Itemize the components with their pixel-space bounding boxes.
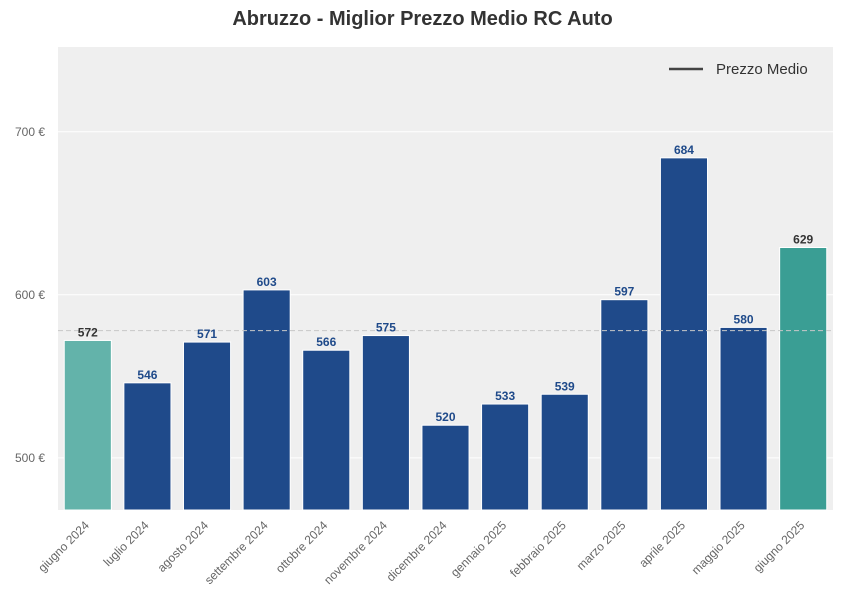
x-tick-label: maggio 2025 — [689, 518, 748, 577]
bar-giugno-2024 — [63, 339, 112, 511]
bar-value-label: 597 — [614, 285, 634, 299]
x-tick-label: novembre 2024 — [321, 518, 390, 587]
bar-value-label: 684 — [674, 143, 694, 157]
bar-value-label: 533 — [495, 389, 515, 403]
chart-title: Abruzzo - Miglior Prezzo Medio RC Auto — [232, 8, 613, 30]
bar-value-label: 539 — [555, 379, 575, 393]
bar-value-label: 571 — [197, 327, 217, 341]
bar-value-label: 566 — [316, 335, 336, 349]
x-tick-label: aprile 2025 — [636, 518, 688, 570]
x-tick-label: luglio 2024 — [101, 518, 152, 569]
x-tick-label: ottobre 2024 — [273, 518, 331, 576]
x-tick-label: agosto 2024 — [155, 518, 212, 575]
bar-value-label: 580 — [734, 312, 754, 326]
x-axis-ticks: giugno 2024 luglio 2024 agosto 2024settemb… — [35, 518, 807, 587]
x-tick-label: settembre 2024 — [202, 518, 271, 587]
y-tick-label: 500 € — [15, 451, 45, 465]
x-tick-label: giugno 2024 — [35, 518, 92, 575]
bar-agosto-2024 — [182, 341, 232, 511]
bar-aprile-2025 — [659, 157, 709, 511]
bar-value-label: 572 — [78, 325, 98, 339]
bar-value-label: 603 — [257, 275, 277, 289]
bar-novembre-2024 — [361, 335, 410, 511]
x-tick-label: marzo 2025 — [574, 518, 629, 573]
bar-gennaio-2025 — [481, 403, 530, 511]
bar-value-label: 520 — [435, 410, 455, 424]
bar-dicembre-2024 — [421, 424, 470, 511]
bar-marzo-2025 — [600, 299, 649, 511]
bar-luglio-2024 — [123, 382, 172, 511]
x-tick-label: dicembre 2024 — [384, 518, 450, 584]
bar-value-label: 546 — [137, 368, 157, 382]
x-tick-label: febbraio 2025 — [507, 518, 569, 580]
bar-giugno-2025 — [779, 247, 828, 511]
bar-maggio-2025 — [719, 326, 768, 511]
bar-value-label: 575 — [376, 321, 396, 335]
x-tick-label: giugno 2025 — [751, 518, 808, 575]
bars — [63, 157, 828, 511]
bar-febbraio-2025 — [540, 393, 589, 511]
bar-settembre-2024 — [242, 289, 291, 511]
y-tick-label: 600 € — [15, 288, 45, 302]
legend-label: Prezzo Medio — [716, 61, 808, 78]
bar-value-label: 629 — [793, 233, 813, 247]
legend: Prezzo Medio — [669, 61, 808, 78]
y-tick-label: 700 € — [15, 125, 45, 139]
x-tick-label: gennaio 2025 — [448, 518, 510, 580]
y-axis-ticks: 500 € 600 € 700 € — [15, 125, 45, 465]
bar-value-labels: 572 546 571 603 566 575 520 533 539 597 684 580 629 — [78, 143, 814, 424]
bar-ottobre-2024 — [302, 349, 351, 511]
